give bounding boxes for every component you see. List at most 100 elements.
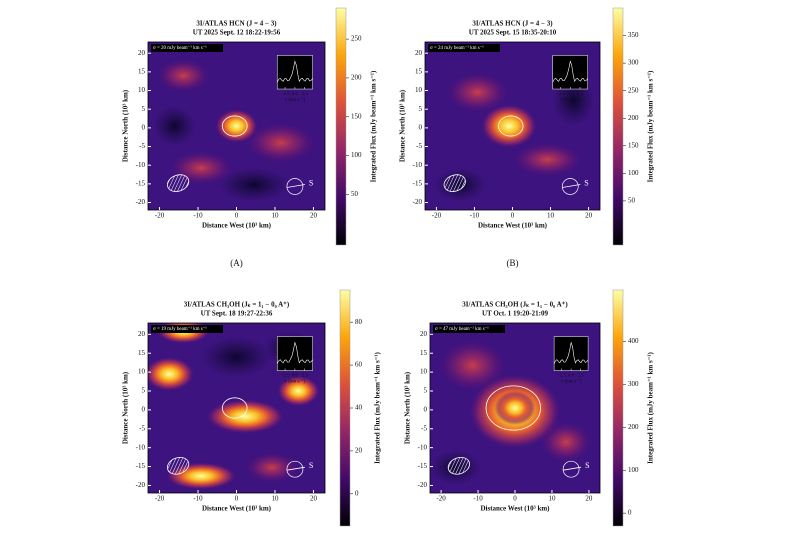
inset-tick-label: 2.5 bbox=[302, 374, 309, 379]
colorbar bbox=[612, 7, 624, 246]
orientation-arrow bbox=[562, 184, 581, 188]
inset-xlabel: v (km s⁻¹) bbox=[561, 379, 582, 385]
beam bbox=[447, 456, 470, 475]
inset-tick-label: −2.5 bbox=[556, 92, 566, 97]
colorbar-label: Integrated Flux (mJy beam⁻¹ km s⁻¹) bbox=[370, 70, 378, 182]
colorbar-tick-label: 80 bbox=[355, 318, 363, 326]
y-tick-label: -15 bbox=[413, 179, 423, 187]
inset-tick-label: 0.0 bbox=[292, 92, 299, 97]
inset-xlabel: v (km s⁻¹) bbox=[560, 97, 581, 103]
x-tick-label: -20 bbox=[155, 495, 165, 503]
y-tick-label: -15 bbox=[136, 179, 146, 187]
chart-subtitle: UT Sept. 18 19:27-22:36 bbox=[201, 310, 273, 318]
inset-tick-label: −2.5 bbox=[557, 374, 567, 379]
inset-tick-label: 2.5 bbox=[577, 92, 584, 97]
colorbar-tick-label: 200 bbox=[351, 74, 362, 82]
x-tick-label: 10 bbox=[547, 212, 555, 220]
legend-box bbox=[428, 44, 500, 52]
colorbar-tick-label: 300 bbox=[628, 59, 639, 67]
direction-label: S bbox=[584, 178, 588, 187]
x-tick-label: -10 bbox=[193, 495, 203, 503]
colorbar-label: Integrated Flux (mJy beam⁻¹ km s⁻¹) bbox=[647, 70, 655, 182]
colorbar-tick-label: 150 bbox=[628, 141, 639, 149]
x-tick-label: 10 bbox=[548, 495, 556, 503]
inset-spectrum bbox=[553, 341, 589, 364]
orientation-arrow bbox=[563, 466, 582, 471]
x-tick-label: 10 bbox=[271, 495, 279, 503]
y-tick-label: -20 bbox=[136, 481, 146, 489]
contour bbox=[485, 385, 541, 431]
y-tick-label: 5 bbox=[424, 387, 428, 395]
y-tick-label: 0 bbox=[142, 405, 146, 413]
colorbar-tick-label: 60 bbox=[355, 361, 363, 369]
y-tick-label: 20 bbox=[138, 49, 146, 57]
inset-box bbox=[276, 336, 313, 371]
x-tick-label: -20 bbox=[432, 212, 442, 220]
y-tick-label: 0 bbox=[419, 123, 423, 131]
emission bbox=[245, 452, 299, 483]
x-tick-label: -10 bbox=[193, 212, 203, 220]
legend-text: σ = 20 mJy beam⁻¹ km s⁻¹ bbox=[153, 45, 207, 51]
x-tick-label: 0 bbox=[513, 495, 517, 503]
y-tick-label: -20 bbox=[418, 481, 428, 489]
caption: (B) bbox=[507, 258, 519, 268]
chart-subtitle: UT 2025 Sept. 12 18:22-19:56 bbox=[193, 29, 281, 37]
chart-title: 3I/ATLAS CH₃OH (Jₖ = 1₁ − 0₀ A⁺) bbox=[184, 301, 290, 309]
y-tick-label: 20 bbox=[415, 49, 423, 57]
colorbar bbox=[335, 7, 347, 246]
colorbar-tick-label: 0 bbox=[628, 509, 632, 517]
x-tick-label: 20 bbox=[585, 212, 593, 220]
x-axis-label: Distance West (10³ km) bbox=[480, 505, 550, 513]
y-tick-label: -5 bbox=[139, 424, 145, 432]
x-tick-label: -20 bbox=[436, 495, 446, 503]
y-tick-label: 5 bbox=[142, 105, 146, 113]
inset-tick-label: 0.0 bbox=[567, 92, 574, 97]
y-tick-label: -5 bbox=[421, 424, 427, 432]
emission bbox=[201, 336, 272, 378]
y-axis-label: Distance North (10³ km) bbox=[122, 371, 130, 444]
y-tick-label: -5 bbox=[139, 142, 145, 150]
legend-text: σ = 24 mJy beam⁻¹ km s⁻¹ bbox=[430, 45, 484, 51]
contour bbox=[221, 115, 248, 137]
y-tick-label: 15 bbox=[138, 67, 146, 75]
inset-tick-label: 2.5 bbox=[577, 374, 584, 379]
colorbar-tick-label: 40 bbox=[355, 404, 363, 412]
y-tick-label: 10 bbox=[420, 368, 428, 376]
orientation-arrow bbox=[286, 466, 305, 471]
orientation-circle bbox=[562, 460, 580, 478]
emission bbox=[277, 375, 320, 407]
y-tick-label: -10 bbox=[136, 161, 146, 169]
colorbar-tick-label: 0 bbox=[355, 489, 359, 497]
inset-tick-label: 0.0 bbox=[568, 374, 575, 379]
x-tick-label: 20 bbox=[585, 495, 593, 503]
x-tick-label: 0 bbox=[235, 495, 239, 503]
colorbar-tick-label: 200 bbox=[628, 423, 639, 431]
y-tick-label: 20 bbox=[420, 330, 428, 338]
beam bbox=[166, 174, 190, 192]
inset-xlabel: v (km s⁻¹) bbox=[285, 379, 306, 385]
emission bbox=[156, 58, 210, 93]
x-tick-label: 0 bbox=[511, 212, 515, 220]
emission bbox=[215, 109, 258, 143]
inset-spectrum bbox=[276, 341, 313, 364]
y-tick-label: 15 bbox=[420, 349, 428, 357]
y-axis-label: Distance North (10³ km) bbox=[122, 89, 130, 162]
x-axis-label: Distance West (10³ km) bbox=[202, 222, 272, 230]
direction-label: S bbox=[585, 461, 589, 470]
legend-box bbox=[433, 325, 505, 333]
emission bbox=[218, 168, 290, 202]
emission bbox=[446, 72, 509, 113]
chart-subtitle: UT Oct. 1 19:20-21:09 bbox=[482, 310, 548, 318]
x-tick-label: 20 bbox=[310, 495, 318, 503]
colorbar-tick-label: 50 bbox=[351, 190, 359, 198]
colorbar-tick-label: 100 bbox=[628, 169, 639, 177]
x-tick-label: 0 bbox=[235, 212, 239, 220]
beam bbox=[166, 456, 190, 475]
y-tick-label: 10 bbox=[415, 86, 423, 94]
y-tick-label: -10 bbox=[136, 443, 146, 451]
inset-tick-label: 0.0 bbox=[292, 374, 299, 379]
chart-title: 3I/ATLAS HCN (J = 4 − 3) bbox=[196, 20, 277, 28]
inset-tick-label: −2.5 bbox=[281, 92, 291, 97]
colorbar bbox=[612, 289, 624, 527]
y-tick-label: -20 bbox=[413, 198, 423, 206]
